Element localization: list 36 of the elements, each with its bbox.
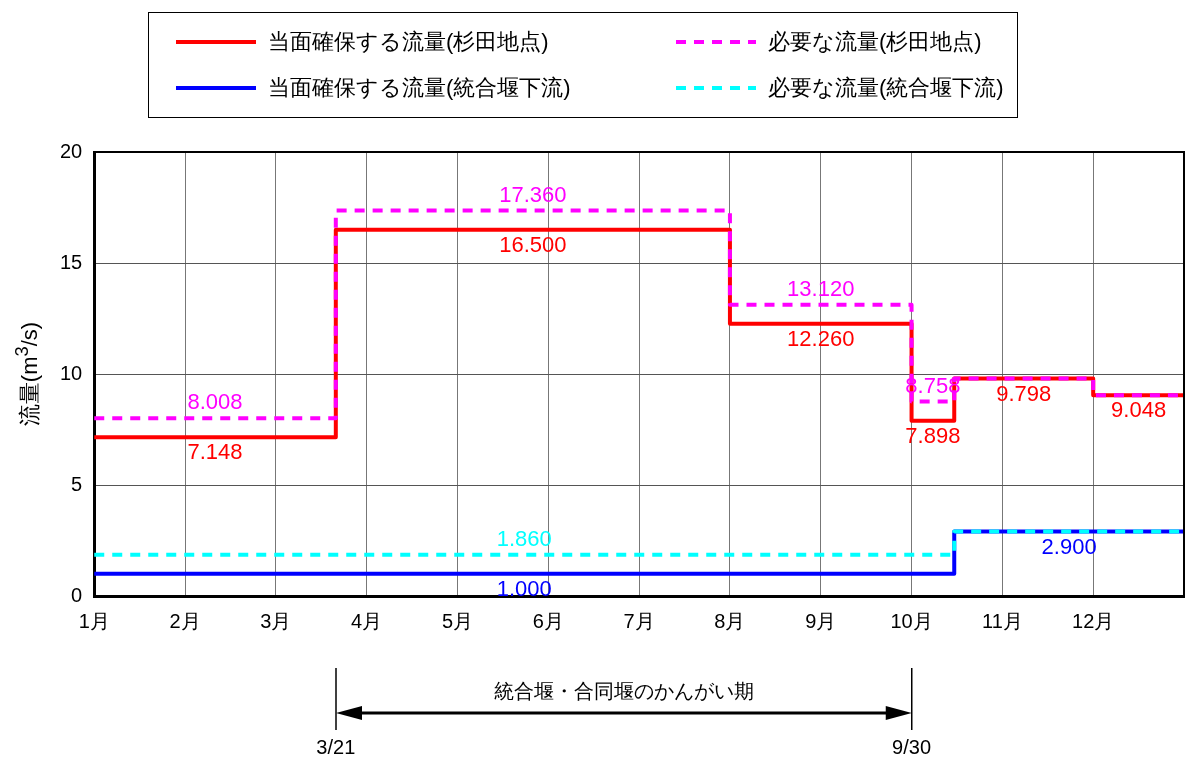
x-tick-label: 10月	[890, 609, 933, 632]
x-tick-label: 2月	[169, 609, 201, 632]
x-tick-label: 1月	[78, 609, 110, 632]
data-label: 12.260	[787, 325, 855, 351]
data-label: 7.898	[905, 422, 961, 448]
annotation: 3/21	[316, 736, 356, 759]
legend-label: 当面確保する流量(統合堰下流)	[268, 74, 571, 102]
x-tick-label: 11月	[981, 609, 1023, 632]
legend-label: 必要な流量(杉田地点)	[768, 28, 982, 56]
x-tick-label: 4月	[351, 609, 383, 632]
y-tick-label: 15	[60, 250, 83, 273]
data-label: 2.900	[1041, 533, 1097, 559]
y-tick-label: 10	[60, 361, 83, 384]
data-label: 1.860	[496, 525, 552, 551]
annotation: 9/30	[892, 736, 932, 759]
data-label: 1.000	[496, 575, 552, 601]
x-tick-label: 3月	[260, 609, 292, 632]
x-tick-label: 7月	[623, 609, 655, 632]
data-label: 9.798	[996, 380, 1052, 406]
x-tick-label: 12月	[1072, 609, 1115, 632]
y-tick-label: 20	[60, 139, 83, 162]
y-tick-label: 5	[71, 472, 83, 495]
y-tick-label: 0	[71, 583, 83, 606]
data-label: 9.048	[1111, 397, 1167, 423]
x-tick-label: 9月	[805, 609, 837, 632]
legend-label: 必要な流量(統合堰下流)	[768, 74, 1004, 102]
data-label: 13.120	[787, 275, 855, 301]
x-tick-label: 8月	[714, 609, 746, 632]
data-label: 17.360	[499, 181, 567, 207]
text: 統合堰・合同堰のかんがい期	[493, 679, 754, 704]
data-label: 16.500	[499, 231, 567, 257]
x-tick-label: 5月	[441, 609, 474, 632]
x-tick-label: 6月	[532, 609, 564, 632]
data-label: 7.148	[187, 439, 243, 465]
data-label: 8.008	[187, 389, 243, 415]
legend-label: 当面確保する流量(杉田地点)	[268, 28, 549, 56]
